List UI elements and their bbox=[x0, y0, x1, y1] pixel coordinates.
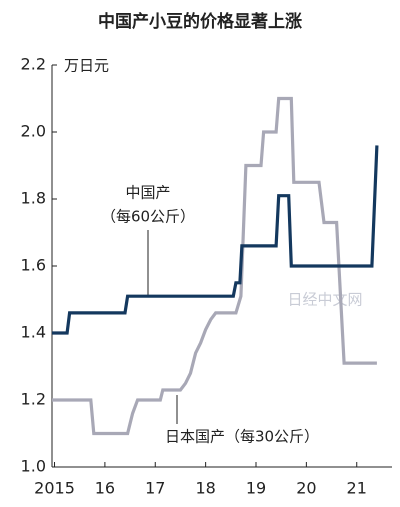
x-tick-label: 20 bbox=[296, 479, 316, 498]
series-line bbox=[52, 145, 379, 335]
chart-title: 中国产小豆的价格显著上涨 bbox=[98, 11, 302, 32]
series-label: 日本国产（每30公斤） bbox=[165, 428, 319, 446]
y-tick-label: 1.0 bbox=[21, 457, 46, 476]
y-unit-label: 万日元 bbox=[64, 57, 109, 75]
x-tick-label: 21 bbox=[347, 479, 367, 498]
watermark: 日经中文网 bbox=[287, 291, 362, 309]
series-line bbox=[52, 96, 377, 436]
x-tick-label: 2015 bbox=[34, 479, 75, 498]
x-tick-label: 18 bbox=[195, 479, 215, 498]
x-tick-label: 17 bbox=[145, 479, 165, 498]
y-tick-label: 1.4 bbox=[21, 323, 46, 342]
y-tick-label: 1.8 bbox=[21, 189, 46, 208]
y-tick-label: 2.2 bbox=[21, 55, 46, 74]
y-tick-label: 2.0 bbox=[21, 122, 46, 141]
y-tick-label: 1.6 bbox=[21, 256, 46, 275]
y-tick-label: 1.2 bbox=[21, 390, 46, 409]
series-label: 中国产 bbox=[125, 184, 170, 202]
series-note: （每60公斤） bbox=[101, 208, 195, 226]
x-tick-label: 19 bbox=[246, 479, 266, 498]
x-tick-label: 16 bbox=[95, 479, 115, 498]
